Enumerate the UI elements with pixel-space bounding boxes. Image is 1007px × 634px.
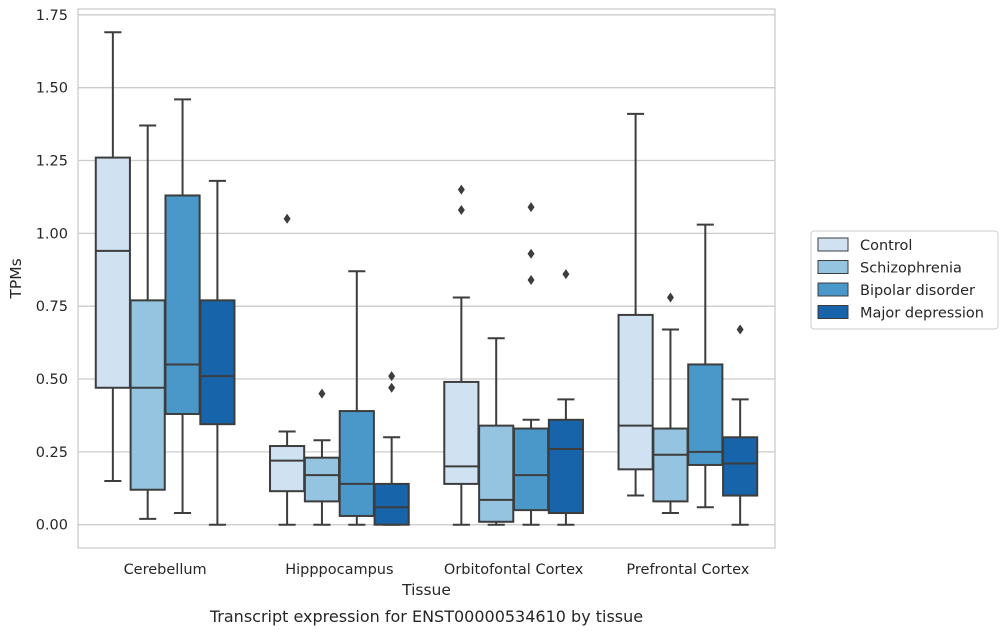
- x-axis-ticks: Cerebellum Hipppocampus Orbitofontal Corte…: [124, 562, 750, 578]
- legend-frame: [810, 230, 999, 330]
- box-iqr: [687, 363, 724, 466]
- box-iqr: [478, 424, 515, 523]
- box-iqr: [164, 194, 201, 415]
- box-iqr: [303, 456, 341, 503]
- x-axis-label: Tissue: [401, 581, 451, 599]
- legend-label: Control: [860, 238, 912, 254]
- y-tick-label: 0.00: [36, 518, 68, 534]
- y-tick-label: 0.50: [36, 372, 68, 388]
- box-iqr: [547, 418, 584, 515]
- box-plot: [269, 213, 306, 526]
- legend: Control Schizophrenia Bipolar disorder Majo…: [810, 230, 999, 330]
- legend-label: Bipolar disorder: [860, 283, 975, 299]
- box-plot: [478, 337, 515, 526]
- outlier-point: [457, 184, 465, 195]
- y-axis-label: TPMs: [7, 258, 25, 299]
- legend-swatch: [817, 282, 849, 297]
- outlier-point: [318, 388, 326, 399]
- legend-label: Major depression: [860, 306, 984, 322]
- box-plot: [303, 388, 341, 526]
- box-iqr: [199, 299, 236, 426]
- y-tick-label: 0.25: [36, 445, 68, 461]
- y-tick-label: 1.50: [36, 81, 68, 97]
- box-plot: [652, 292, 689, 515]
- legend-item: Control: [817, 237, 912, 254]
- plot-area: [77, 8, 776, 549]
- box-iqr: [443, 380, 480, 485]
- x-tick-label: Cerebellum: [124, 562, 207, 578]
- outlier-point: [388, 371, 396, 382]
- box-iqr: [617, 313, 654, 471]
- box-plot: [687, 223, 724, 509]
- box-iqr: [129, 299, 166, 491]
- box-iqr: [94, 156, 131, 389]
- box-plot: [94, 31, 131, 482]
- outlier-point: [527, 202, 535, 213]
- box-plot: [722, 324, 759, 526]
- box-plots: [94, 31, 759, 526]
- box-plot: [129, 124, 166, 520]
- legend-item: Bipolar disorder: [817, 282, 975, 299]
- box-plot: [512, 202, 550, 526]
- box-iqr: [722, 436, 759, 497]
- legend-item: Schizophrenia: [817, 260, 962, 277]
- legend-swatch: [817, 237, 849, 252]
- outlier-point: [457, 205, 465, 216]
- outlier-point: [562, 269, 570, 280]
- box-plot: [547, 269, 584, 526]
- box-plot: [199, 179, 236, 526]
- y-tick-label: 1.00: [36, 226, 68, 242]
- outlier-point: [736, 324, 744, 335]
- legend-item: Major depression: [817, 305, 984, 322]
- box-plot: [443, 184, 480, 526]
- legend-swatch: [817, 260, 849, 274]
- y-tick-label: 1.25: [36, 154, 68, 170]
- box-iqr: [269, 445, 306, 493]
- box-iqr: [512, 427, 550, 512]
- legend-swatch: [817, 305, 849, 319]
- box-plot: [373, 371, 410, 526]
- box-iqr: [338, 410, 375, 517]
- x-tick-label: Hipppocampus: [285, 562, 393, 578]
- box-iqr: [652, 427, 689, 503]
- box-plot: [164, 98, 201, 515]
- box-iqr: [373, 482, 410, 526]
- outlier-point: [527, 248, 535, 259]
- y-tick-label: 1.75: [36, 8, 68, 24]
- outlier-point: [388, 382, 396, 393]
- outlier-point: [527, 274, 535, 285]
- y-tick-label: 0.75: [36, 299, 68, 315]
- y-axis-ticks: 0.00 0.25 0.50 0.75 1.00 1.25 1.50 1.75: [36, 8, 68, 534]
- outlier-point: [283, 213, 291, 224]
- legend-label: Schizophrenia: [860, 261, 962, 277]
- x-tick-label: Prefrontal Cortex: [626, 562, 749, 578]
- outlier-point: [666, 292, 674, 303]
- box-plot: [617, 112, 654, 497]
- chart-caption: Transcript expression for ENST0000053461…: [209, 607, 643, 626]
- box-plot: [338, 270, 375, 526]
- x-tick-label: Orbitofontal Cortex: [444, 562, 584, 578]
